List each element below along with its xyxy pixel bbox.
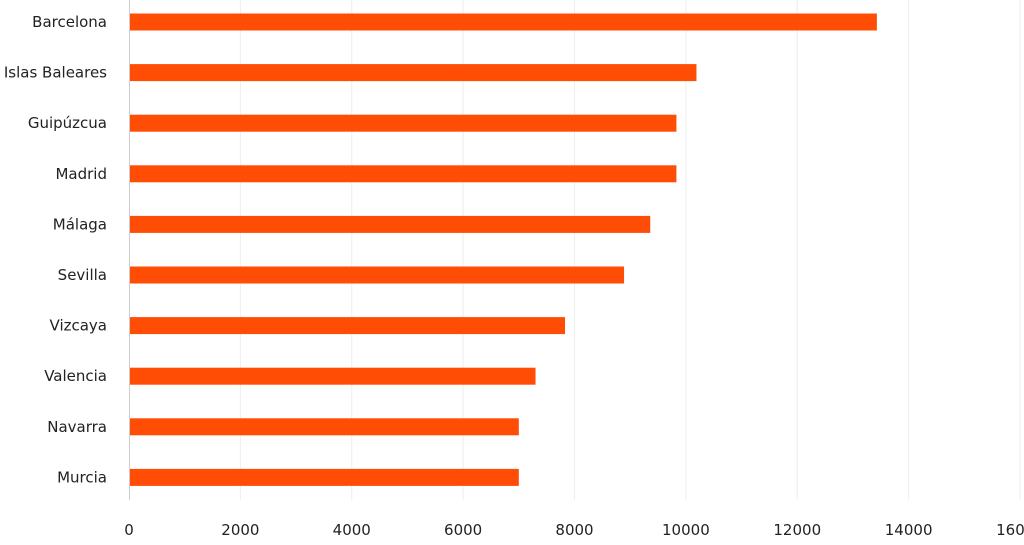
category-label-murcia: Murcia: [57, 468, 107, 486]
category-label-navarra: Navarra: [47, 418, 107, 436]
bar-murcia[interactable]: [129, 468, 519, 486]
x-tick-labels: 0 2000 4000 6000 8000 10000 12000 14000 16000: [124, 521, 1024, 539]
bar-navarra[interactable]: [129, 418, 519, 436]
bar-sevilla[interactable]: [129, 266, 625, 284]
bars: [129, 13, 877, 486]
category-label-madrid: Madrid: [55, 165, 107, 183]
bar-barcelona[interactable]: [129, 13, 877, 31]
x-tick-label-10000: 10000: [662, 521, 710, 539]
bar-malaga[interactable]: [129, 215, 651, 233]
bar-madrid[interactable]: [129, 165, 677, 183]
x-tick-label-14000: 14000: [885, 521, 933, 539]
category-label-malaga: Málaga: [53, 215, 107, 233]
category-label-guipuzcua: Guipúzcua: [28, 114, 107, 132]
grid-lines: [239, 0, 1021, 500]
category-label-islas-baleares: Islas Baleares: [4, 64, 107, 82]
category-label-sevilla: Sevilla: [58, 266, 107, 284]
x-tick-label-16000: 16000: [996, 521, 1024, 539]
x-tick-label-2000: 2000: [221, 521, 259, 539]
bar-islas-baleares[interactable]: [129, 64, 697, 82]
bar-valencia[interactable]: [129, 367, 536, 385]
x-tick-label-12000: 12000: [773, 521, 821, 539]
category-label-vizcaya: Vizcaya: [50, 317, 107, 335]
x-tick-label-6000: 6000: [444, 521, 482, 539]
x-tick-label-8000: 8000: [555, 521, 593, 539]
x-tick-label-0: 0: [124, 521, 134, 539]
category-labels: Barcelona Islas Baleares Guipúzcua Madrid Má…: [4, 13, 107, 486]
bar-guipuzcua[interactable]: [129, 114, 677, 132]
bar-vizcaya[interactable]: [129, 317, 566, 335]
x-tick-label-4000: 4000: [333, 521, 371, 539]
category-label-valencia: Valencia: [44, 367, 107, 385]
category-label-barcelona: Barcelona: [32, 13, 107, 31]
